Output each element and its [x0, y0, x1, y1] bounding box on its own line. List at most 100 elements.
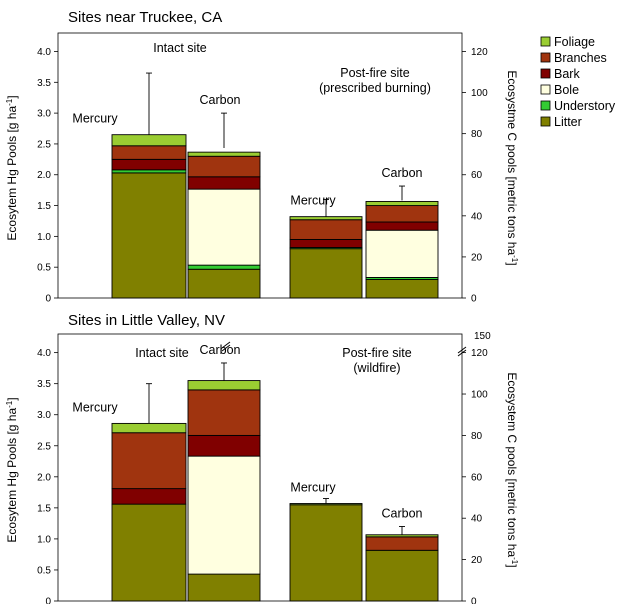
- bar-label-carbon: Carbon: [382, 166, 423, 180]
- legend-label-foliage: Foliage: [554, 35, 595, 49]
- bar-segment-branches: [365, 536, 439, 551]
- bar-segment-branches: [111, 432, 187, 490]
- bar-segment-foliage: [365, 200, 439, 207]
- bar-segment-litter: [187, 268, 261, 299]
- legend-swatch-litter: [540, 116, 551, 127]
- bar-segment-foliage: [111, 134, 187, 147]
- panel-little-valley: Sites in Little Valley, NV 0 0.5 1.0 1.5 2.0…: [5, 312, 519, 604]
- bar-segment-bark: [289, 239, 363, 248]
- right-tick-label: 80: [471, 431, 483, 442]
- right-tick-label: 100: [471, 88, 488, 99]
- bar-label-mercury: Mercury: [290, 481, 336, 495]
- bar-segment-bark: [187, 176, 261, 190]
- chart-marks: 0 0.5 1.0 1.5 2.0 2.5 3.0 3.5 4.0 0 20 40 60 80 100 120…: [37, 32, 488, 305]
- axis-break-mark: [221, 341, 231, 349]
- left-tick-label: 3.5: [37, 379, 51, 390]
- left-axis-label: Ecosytem Hg Pools [g ha-1]: [5, 397, 19, 542]
- group-label-postfire: Post-fire site (prescribed burning): [319, 66, 431, 95]
- bar-segment-branches: [111, 145, 187, 160]
- left-tick-label: 0.5: [37, 263, 51, 274]
- legend-swatch-branches: [540, 52, 551, 63]
- left-tick-label: 1.5: [37, 201, 51, 212]
- bar-segment-litter: [111, 172, 187, 299]
- right-tick-label: 20: [471, 555, 483, 566]
- right-axis-label: Ecosystme C pools [metric tons ha-1]: [505, 70, 519, 265]
- right-tick-label: 60: [471, 170, 483, 181]
- right-tick-label: 120: [471, 47, 488, 58]
- group-label-postfire: Post-fire site (wildfire): [342, 346, 412, 375]
- bar-segment-bark: [111, 488, 187, 505]
- bar-segment-foliage: [187, 380, 261, 391]
- legend-swatch-foliage: [540, 36, 551, 47]
- panel-truckee: Sites near Truckee, CA 0 0.5 1.0 1.5 2.0 2.5 3…: [5, 9, 519, 305]
- left-tick-label: 3.0: [37, 109, 51, 120]
- bar-label-mercury: Mercury: [72, 112, 118, 126]
- bar-segment-litter: [365, 279, 439, 299]
- bar-segment-foliage: [289, 503, 363, 506]
- left-tick-label: 0.5: [37, 565, 51, 576]
- bar-segment-foliage: [187, 151, 261, 157]
- left-tick-label: 1.0: [37, 534, 51, 545]
- axis-break-mark: [221, 344, 231, 352]
- bar-segment-bole: [365, 229, 439, 278]
- bar-label-mercury: Mercury: [290, 194, 336, 208]
- legend-label-litter: Litter: [554, 115, 582, 129]
- bar-segment-foliage: [111, 422, 187, 434]
- right-tick-label: 60: [471, 472, 483, 483]
- left-axis-label: Ecosytem Hg Pools [g ha-1]: [5, 95, 19, 240]
- bar-segment-understory: [111, 169, 187, 174]
- right-axis-break-tick-label: 150: [474, 331, 491, 342]
- legend-label-understory: Understory: [554, 99, 616, 113]
- bar-segment-bark: [111, 158, 187, 171]
- bar-segment-bark: [187, 434, 261, 457]
- left-tick-label: 4.0: [37, 47, 51, 58]
- right-tick-label: 0: [471, 597, 477, 604]
- bar-segment-branches: [289, 219, 363, 240]
- legend-label-bole: Bole: [554, 83, 579, 97]
- left-tick-label: 2.5: [37, 139, 51, 150]
- bar-label-carbon: Carbon: [382, 506, 423, 520]
- right-tick-label: 120: [471, 348, 488, 359]
- axis-break-mark: [457, 349, 467, 357]
- bar-segment-foliage: [365, 534, 439, 538]
- left-tick-label: 0: [45, 294, 51, 305]
- bar-segment-understory: [187, 264, 261, 270]
- bar-segment-bark: [365, 221, 439, 231]
- left-tick-label: 3.0: [37, 410, 51, 421]
- left-tick-label: 2.0: [37, 170, 51, 181]
- bar-label-carbon: Carbon: [200, 93, 241, 107]
- right-tick-label: 40: [471, 514, 483, 525]
- bar-label-mercury: Mercury: [72, 400, 118, 414]
- bar-segment-bole: [187, 455, 261, 575]
- left-tick-label: 1.5: [37, 503, 51, 514]
- legend: Foliage Branches Bark Bole Understory Li…: [540, 35, 616, 129]
- axis-break-mark: [457, 346, 467, 354]
- right-tick-label: 40: [471, 211, 483, 222]
- left-tick-label: 2.0: [37, 472, 51, 483]
- bar-segment-bole: [187, 188, 261, 266]
- bar-segment-branches: [187, 389, 261, 436]
- chart-marks: 0 0.5 1.0 1.5 2.0 2.5 3.0 3.5 4.0 0 20 40 60 80 100 120…: [37, 333, 488, 604]
- bar-segment-branches: [187, 155, 261, 178]
- bar-segment-litter: [187, 573, 261, 602]
- left-tick-label: 1.0: [37, 232, 51, 243]
- bar-segment-litter: [111, 503, 187, 602]
- right-axis-label: Ecosystem C pools [metric tons ha-1]: [505, 372, 519, 567]
- right-tick-label: 20: [471, 252, 483, 263]
- legend-label-bark: Bark: [554, 67, 580, 81]
- left-tick-label: 0: [45, 597, 51, 604]
- legend-swatch-bark: [540, 68, 551, 79]
- bar-segment-branches: [365, 205, 439, 223]
- group-label-intact: Intact site: [135, 346, 189, 360]
- bar-segment-foliage: [289, 216, 363, 221]
- panel-title: Sites in Little Valley, NV: [68, 312, 225, 329]
- bar-segment-litter: [365, 549, 439, 602]
- bar-segment-litter: [289, 504, 363, 602]
- legend-label-branches: Branches: [554, 51, 607, 65]
- bar-label-carbon: Carbon: [200, 343, 241, 357]
- left-tick-label: 4.0: [37, 348, 51, 359]
- group-label-intact: Intact site: [153, 41, 207, 55]
- right-tick-label: 0: [471, 294, 477, 305]
- left-tick-label: 3.5: [37, 78, 51, 89]
